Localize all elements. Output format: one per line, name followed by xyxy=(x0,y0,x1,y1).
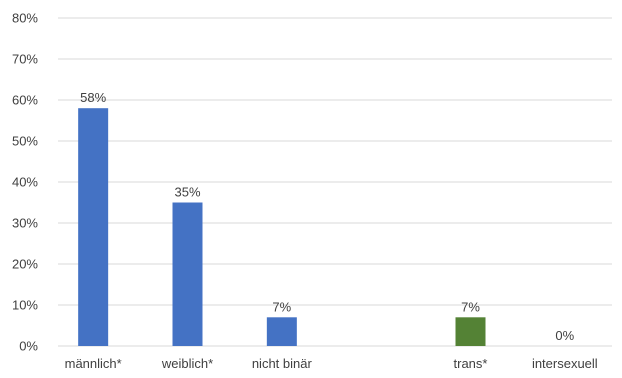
data-label: 35% xyxy=(174,185,200,200)
x-axis-category-labels: männlich* weiblich* nicht binär trans* inter… xyxy=(65,356,598,371)
x-category-label: männlich* xyxy=(65,356,122,371)
x-category-label: weiblich* xyxy=(161,356,213,371)
data-label: 58% xyxy=(80,90,106,105)
y-tick-label: 30% xyxy=(12,216,38,231)
data-labels: 58% 35% 7% 7% 0% xyxy=(80,90,575,343)
y-tick-label: 10% xyxy=(12,298,38,313)
x-category-label: nicht binär xyxy=(252,356,313,371)
y-tick-label: 80% xyxy=(12,11,38,26)
data-label: 0% xyxy=(555,328,574,343)
x-category-label: intersexuell xyxy=(532,356,598,371)
y-tick-label: 20% xyxy=(12,257,38,272)
y-axis-tick-labels: 0% 10% 20% 30% 40% 50% 60% 70% 80% xyxy=(12,11,38,354)
gridlines xyxy=(58,17,612,347)
y-tick-label: 70% xyxy=(12,52,38,67)
bar xyxy=(266,317,297,346)
bar xyxy=(172,202,203,346)
bars xyxy=(78,108,486,346)
y-tick-label: 0% xyxy=(19,339,38,354)
data-label: 7% xyxy=(272,299,291,314)
y-tick-label: 60% xyxy=(12,93,38,108)
y-tick-label: 50% xyxy=(12,134,38,149)
bar xyxy=(78,108,109,346)
x-category-label: trans* xyxy=(454,356,488,371)
bar xyxy=(455,317,486,346)
data-label: 7% xyxy=(461,299,480,314)
y-tick-label: 40% xyxy=(12,175,38,190)
